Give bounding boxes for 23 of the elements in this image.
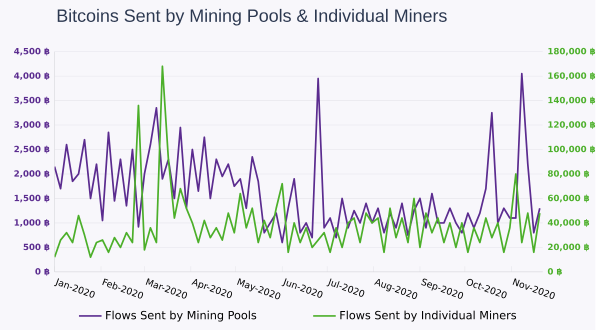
y-tick-label: 500 ฿ <box>24 243 50 252</box>
y-tick-label: 1,500 ฿ <box>14 194 50 202</box>
y2-tick-label: 160,000 ฿ <box>548 72 596 80</box>
y-tick-label: 2,000 ฿ <box>14 170 50 178</box>
y2-tick-label: 80,000 ฿ <box>548 170 590 178</box>
y2-tick-label: 120,000 ฿ <box>548 120 596 129</box>
y2-tick-label: 0 ฿ <box>548 268 562 276</box>
y-tick-label: 4,500 ฿ <box>14 47 50 56</box>
y-tick-label: 3,000 ฿ <box>14 120 50 129</box>
y2-tick-label: 60,000 ฿ <box>548 194 590 202</box>
legend-label: Flows Sent by Mining Pools <box>106 310 256 322</box>
y-tick-label: 4,000 ฿ <box>14 72 50 80</box>
y-tick-label: 3,500 ฿ <box>14 96 50 104</box>
y-tick-label: 1,000 ฿ <box>14 218 50 227</box>
y-tick-label: 0 ฿ <box>35 268 50 276</box>
y2-tick-label: 180,000 ฿ <box>548 47 596 56</box>
y2-tick-label: 40,000 ฿ <box>548 218 590 227</box>
y2-tick-label: 20,000 ฿ <box>548 243 590 252</box>
y-tick-label: 2,500 ฿ <box>14 145 50 154</box>
y2-tick-label: 100,000 ฿ <box>548 145 596 154</box>
y2-tick-label: 140,000 ฿ <box>548 96 596 104</box>
legend-label: Flows Sent by Individual Miners <box>340 310 516 322</box>
chart-title: Bitcoins Sent by Mining Pools & Individual Miners <box>58 8 447 26</box>
